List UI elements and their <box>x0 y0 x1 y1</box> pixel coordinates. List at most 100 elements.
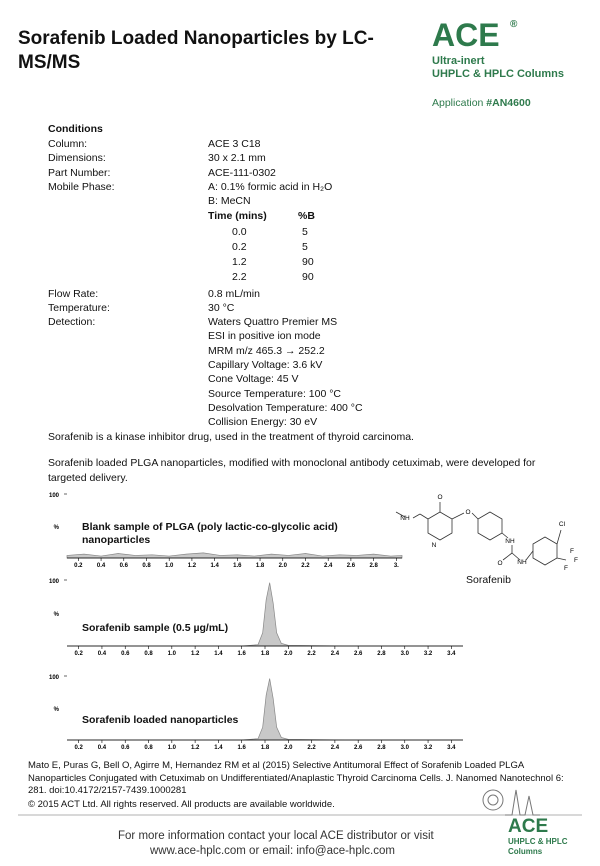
atom-label: NH <box>505 538 515 545</box>
atom-label: NH <box>517 559 527 566</box>
x-tick-label: 2.6 <box>347 563 356 569</box>
atom-label: O <box>497 560 502 567</box>
x-tick-label: 1.8 <box>256 563 265 569</box>
x-tick-label: 0.4 <box>98 651 107 657</box>
atom-label: NH <box>400 515 410 522</box>
condition-label: Column: <box>48 138 88 150</box>
x-tick-label: 3. <box>394 563 399 569</box>
x-tick-label: 3.2 <box>424 651 433 657</box>
x-tick-label: 2.2 <box>307 651 316 657</box>
reference: Mato E, Puras G, Bell O, Agirre M, Herna… <box>28 760 564 796</box>
x-tick-label: 1.4 <box>210 563 219 569</box>
x-tick-label: 2.0 <box>284 651 293 657</box>
atom-label: Cl <box>559 521 566 528</box>
x-tick-label: 3.4 <box>447 651 456 657</box>
application-id: #AN4600 <box>486 97 531 109</box>
atom-label: F <box>570 548 574 555</box>
condition-value: Source Temperature: 100 °C <box>208 387 341 400</box>
x-tick-label: 2.8 <box>369 563 378 569</box>
x-tick-label: 1.4 <box>214 745 223 751</box>
x-tick-label: 1.0 <box>168 745 177 751</box>
atom-label: N <box>432 542 437 549</box>
x-tick-label: 0.2 <box>74 651 83 657</box>
x-tick-label: 1.0 <box>168 651 177 657</box>
x-tick-label: 2.8 <box>377 651 386 657</box>
x-tick-label: 2.4 <box>331 651 340 657</box>
contact: www.ace-hplc.com or email: info@ace-hplc… <box>150 845 395 857</box>
gradient-cell: 0.2 <box>232 240 247 253</box>
footer-tagline: Columns <box>508 847 543 856</box>
x-tick-label: 3.2 <box>424 745 433 751</box>
x-tick-label: 0.4 <box>97 563 106 569</box>
x-tick-label: 0.8 <box>142 563 151 569</box>
x-tick-label: 0.2 <box>74 563 83 569</box>
structure-bonds <box>395 502 567 566</box>
condition-value: 0.8 mL/min <box>208 287 260 300</box>
condition-value: B: MeCN <box>208 195 251 208</box>
x-tick-label: 3.4 <box>447 745 456 751</box>
y-tick-label: 100 <box>49 493 60 499</box>
chromatogram-title: Blank sample of PLGA (poly lactic-co-gly… <box>82 521 338 546</box>
x-tick-label: 2.4 <box>331 745 340 751</box>
condition-value: Capillary Voltage: 3.6 kV <box>208 359 323 371</box>
logo-registered: ® <box>510 19 518 30</box>
x-tick-label: 1.2 <box>191 745 200 751</box>
x-tick-label: 2.0 <box>284 745 293 751</box>
x-tick-label: 1.2 <box>188 563 197 569</box>
trace <box>67 582 463 647</box>
x-tick-label: 0.2 <box>74 745 83 751</box>
condition-label: Part Number: <box>48 166 111 179</box>
atom-label: F <box>564 565 568 572</box>
x-tick-label: 2.6 <box>354 745 363 751</box>
x-tick-label: 1.2 <box>191 651 200 657</box>
application: Application #AN4600 <box>432 97 531 110</box>
y-axis-label: % <box>54 525 60 531</box>
x-tick-label: 0.8 <box>144 651 153 657</box>
condition-value: Cone Voltage: 45 V <box>208 373 299 386</box>
copyright: © 2015 ACT Ltd. All rights reserved. All… <box>28 799 335 810</box>
gradient-cell: 1.2 <box>232 255 247 268</box>
tagline: Ultra-inert <box>432 55 485 67</box>
gradient-cell: 2.2 <box>232 270 247 283</box>
title: Sorafenib Loaded Nanoparticles by LC-MS/… <box>18 28 374 73</box>
atom-label: O <box>465 509 470 516</box>
condition-value: Desolvation Temperature: 400 °C <box>208 401 363 414</box>
condition-value: MRM m/z 465.3 → 252.2 <box>208 344 325 357</box>
condition-value: 30 x 2.1 mm <box>208 152 266 165</box>
x-tick-label: 0.8 <box>144 745 153 751</box>
conditions-heading: Conditions <box>48 123 103 135</box>
x-tick-label: 3.0 <box>401 745 410 751</box>
x-tick-label: 1.8 <box>261 651 270 657</box>
y-tick-label: 100 <box>49 579 60 585</box>
x-tick-label: 1.0 <box>165 563 174 569</box>
x-tick-label: 3.0 <box>401 651 410 657</box>
y-axis-label: % <box>54 612 60 618</box>
condition-value: ACE-111-0302 <box>208 166 276 179</box>
condition-label: Flow Rate: <box>48 287 99 300</box>
x-tick-label: 0.4 <box>98 745 107 751</box>
condition-value: Collision Energy: 30 eV <box>208 416 318 429</box>
x-tick-label: 2.2 <box>307 745 316 751</box>
gradient-cell: 0.0 <box>232 225 247 238</box>
atom-label: O <box>437 494 442 501</box>
x-tick-label: 1.6 <box>238 651 247 657</box>
x-tick-label: 1.8 <box>261 745 270 751</box>
trace <box>66 552 403 559</box>
condition-value: ESI in positive ion mode <box>208 330 321 343</box>
condition-value: 30 °C <box>208 301 235 314</box>
condition-label: Mobile Phase: <box>48 180 115 193</box>
gradient-cell: 90 <box>302 270 314 283</box>
footer-tagline: UHPLC & HPLC <box>508 837 568 846</box>
condition-value: Waters Quattro Premier MS <box>208 316 338 329</box>
footer-logo: ACE <box>508 816 549 837</box>
gradient-cell: 5 <box>302 240 308 253</box>
application-label: Application <box>432 97 484 109</box>
y-axis-label: % <box>54 707 60 713</box>
structure-name: Sorafenib <box>466 574 511 586</box>
paragraph: Sorafenib is a kinase inhibitor drug, us… <box>48 431 414 443</box>
contact: For more information contact your local … <box>118 830 434 842</box>
x-tick-label: 2.4 <box>324 563 333 569</box>
gradient-cell: 5 <box>302 225 308 238</box>
